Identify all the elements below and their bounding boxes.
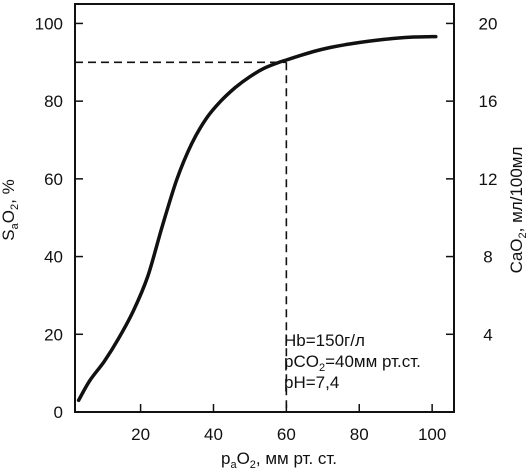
left-tick-label: 100 bbox=[35, 14, 63, 33]
left-tick-label: 80 bbox=[44, 92, 63, 111]
left-axis-ticks: 0 20 40 60 80 100 bbox=[35, 14, 83, 422]
right-tick-label: 4 bbox=[483, 325, 492, 344]
plot-border bbox=[74, 3, 455, 413]
saturation-curve bbox=[76, 34, 438, 403]
right-tick-label: 12 bbox=[479, 170, 498, 189]
plot-frame bbox=[74, 3, 455, 413]
left-tick-label: 40 bbox=[44, 248, 63, 267]
right-tick-label: 20 bbox=[479, 14, 498, 33]
bottom-tick-label: 20 bbox=[131, 425, 150, 444]
conditions-annotation: Hb=150г/л pCO2=40мм рт.ст. pH=7,4 bbox=[284, 331, 421, 392]
series-group bbox=[76, 34, 438, 403]
left-tick-label: 60 bbox=[44, 170, 63, 189]
left-tick-label: 0 bbox=[54, 403, 63, 422]
bottom-tick-label: 40 bbox=[204, 425, 223, 444]
annotation-hb: Hb=150г/л bbox=[284, 331, 365, 350]
left-tick-label: 20 bbox=[44, 325, 63, 344]
left-y-axis-label: SaO2, % bbox=[0, 179, 21, 240]
bottom-tick-label: 60 bbox=[277, 425, 296, 444]
bottom-tick-label: 100 bbox=[418, 425, 446, 444]
annotation-pco2: pCO2=40мм рт.ст. bbox=[284, 352, 421, 374]
x-axis-label: paO2, мм рт. ст. bbox=[221, 449, 337, 471]
right-y-axis-label: CaO2, мл/100мл bbox=[507, 147, 529, 274]
reference-guides bbox=[75, 61, 288, 412]
right-tick-label: 16 bbox=[479, 92, 498, 111]
bottom-tick-label: 80 bbox=[350, 425, 369, 444]
annotation-ph: pH=7,4 bbox=[284, 373, 339, 392]
right-axis-ticks: 4 8 12 16 20 bbox=[446, 14, 497, 344]
bottom-axis-ticks: 20 40 60 80 100 bbox=[131, 404, 446, 444]
right-tick-label: 8 bbox=[483, 248, 492, 267]
